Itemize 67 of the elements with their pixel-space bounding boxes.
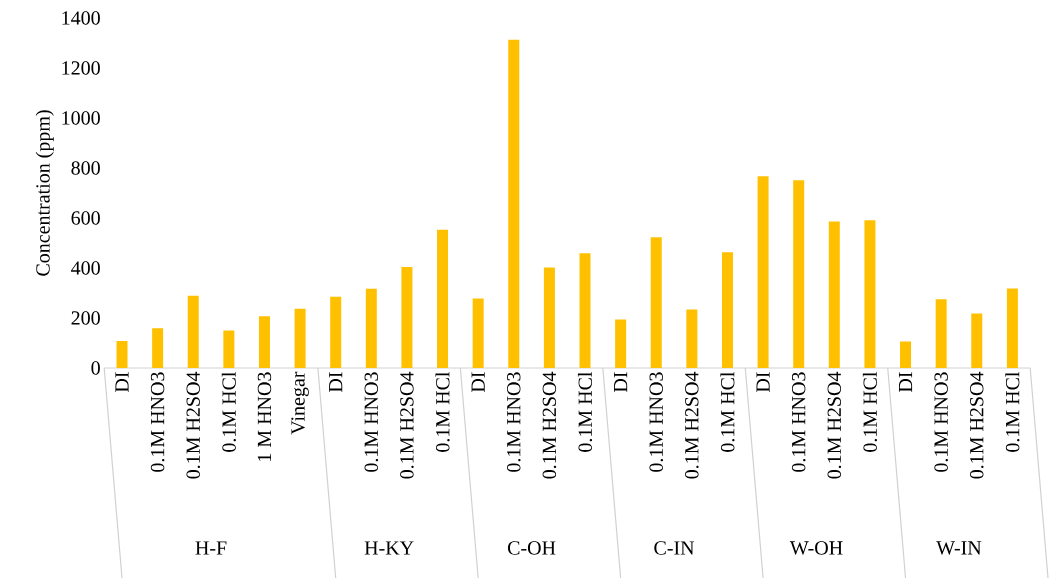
text: W-IN xyxy=(936,541,982,555)
x-tick-label: 0.1M H2SO4 xyxy=(400,372,414,479)
x-tick-label: DI xyxy=(329,372,343,393)
bar xyxy=(615,319,627,369)
bar xyxy=(1006,288,1018,369)
bar xyxy=(971,313,983,369)
x-tick-label: 0.1M HNO3 xyxy=(506,372,521,473)
x-tick-label: 0.1M HCl xyxy=(862,372,877,453)
x-tick-label: 0.1M HCl xyxy=(221,372,236,453)
x-tick-label: 0.1M H2SO4 xyxy=(827,372,842,479)
bar xyxy=(757,176,769,369)
y-tick-label: 0 xyxy=(91,361,100,375)
x-tick-label: DI xyxy=(614,372,628,393)
bar xyxy=(401,267,413,369)
bar xyxy=(330,296,342,369)
x-tick-label: DI xyxy=(471,372,485,393)
y-tick-label: 1400 xyxy=(62,11,100,25)
bar xyxy=(258,316,270,369)
bar xyxy=(116,341,128,369)
bar xyxy=(294,308,306,369)
x-tick-label: 0.1M H2SO4 xyxy=(685,372,699,479)
x-tick-label: 0.1M HCl xyxy=(1005,372,1020,453)
x-tick-label: DI xyxy=(756,372,770,393)
bar xyxy=(828,221,840,369)
bar xyxy=(365,288,377,369)
bar xyxy=(686,309,698,369)
bar xyxy=(935,299,947,369)
y-tick-label: 400 xyxy=(71,261,100,275)
x-tick-label: 0.1M H2SO4 xyxy=(186,372,201,479)
x-tick-label: 0.1M H2SO4 xyxy=(969,372,984,479)
bar xyxy=(900,341,912,369)
x-tick-label: 0.1M HNO3 xyxy=(364,372,379,473)
text: H-F xyxy=(195,541,227,555)
bar xyxy=(437,229,449,369)
text: C-OH xyxy=(507,541,556,555)
x-tick-label: 1 M HNO3 xyxy=(257,372,272,462)
bar xyxy=(650,237,662,369)
bar xyxy=(864,220,876,369)
text: H-KY xyxy=(364,541,414,555)
text: W-OH xyxy=(789,541,843,555)
y-tick-label: 200 xyxy=(71,311,100,325)
x-tick-label: 0.1M HNO3 xyxy=(150,372,165,473)
y-tick-label: 800 xyxy=(71,161,100,175)
x-tick-label: DI xyxy=(898,372,913,393)
x-tick-label: 0.1M HNO3 xyxy=(934,372,948,473)
x-tick-label: DI xyxy=(115,372,129,393)
x-tick-label: 0.1M HCl xyxy=(435,372,450,453)
bar xyxy=(543,267,555,369)
x-tick-label: Vinegar xyxy=(291,371,309,435)
x-tick-label: 0.1M HNO3 xyxy=(791,372,806,473)
y-tick-label: 1000 xyxy=(62,111,100,125)
x-tick-label: 0.1M HCl xyxy=(720,372,735,453)
bar xyxy=(508,39,520,369)
x-tick-label: 0.1M HCl xyxy=(577,372,593,453)
bar xyxy=(472,298,484,369)
x-tick-label: 0.1M H2SO4 xyxy=(542,372,557,479)
y-tick-label: 1200 xyxy=(62,61,100,75)
bar xyxy=(223,330,235,369)
bar xyxy=(793,180,805,369)
y-tick-label: 600 xyxy=(71,211,100,225)
bar xyxy=(579,253,591,369)
y-axis-title: Concentration (ppm) xyxy=(35,110,54,276)
bar xyxy=(152,328,164,369)
text: C-IN xyxy=(654,541,695,555)
bar xyxy=(721,252,733,369)
bar xyxy=(187,295,199,369)
x-tick-label: 0.1M HNO3 xyxy=(649,372,664,473)
